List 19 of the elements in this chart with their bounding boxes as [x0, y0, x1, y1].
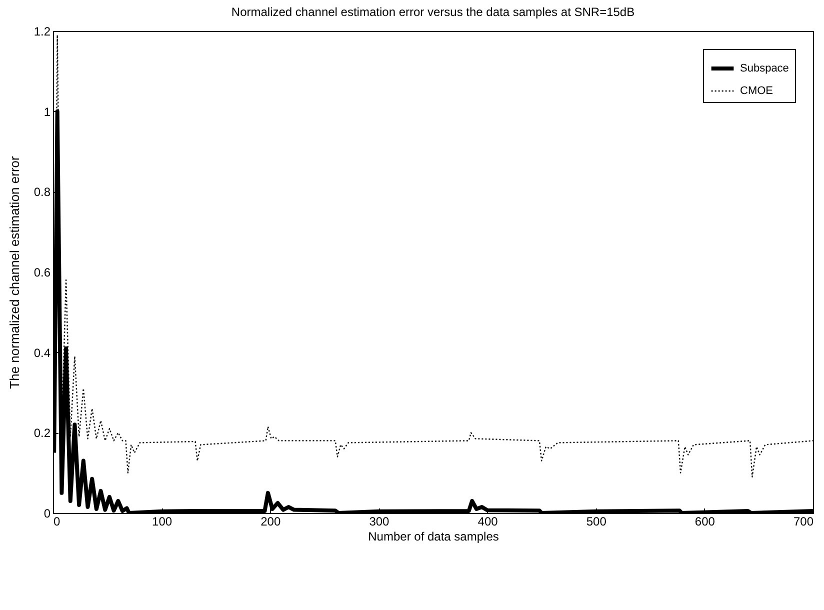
x-tick-label: 700: [793, 514, 814, 528]
y-tick-label: 0.4: [34, 346, 51, 360]
x-tick-label: 500: [586, 514, 607, 528]
y-tick-label: 1: [44, 104, 51, 119]
x-tick-label: 600: [694, 514, 716, 528]
x-tick-label: 100: [152, 514, 172, 528]
y-tick-label: 0.8: [34, 185, 51, 200]
y-tick-label: 0.6: [34, 266, 51, 280]
legend-label: CMOE: [740, 85, 773, 97]
y-tick-label: 0.2: [34, 426, 51, 440]
y-tick-label: 1.2: [34, 24, 51, 38]
y-axis-title: The normalized channel estimation error: [6, 156, 22, 389]
x-tick-label: 0: [54, 514, 60, 528]
chart-title: Normalized channel estimation error versus the data samples at SNR=15dB: [231, 5, 635, 19]
legend-label: Subspace: [740, 62, 789, 74]
x-axis-title: Number of data samples: [368, 530, 499, 544]
x-tick-label: 300: [369, 514, 390, 528]
x-tick-label: 400: [478, 514, 498, 528]
x-tick-label: 200: [260, 514, 281, 528]
